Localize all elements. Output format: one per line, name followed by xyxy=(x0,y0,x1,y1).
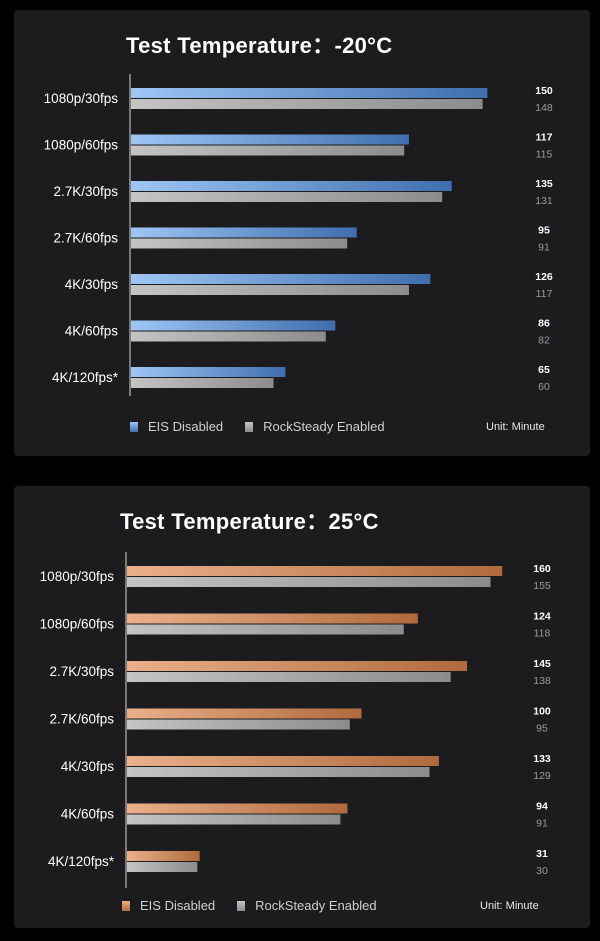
value-label-eis: 117 xyxy=(536,132,553,144)
bar-chart-plot: 1080p/30fps 160 155 1080p/60fps 124 118 2.7K/3… xyxy=(40,552,551,888)
legend-swatch-eis xyxy=(130,421,138,432)
value-label-rocksteady: 148 xyxy=(535,102,553,114)
category-label: 2.7K/60fps xyxy=(49,712,114,727)
bar-eis-disabled xyxy=(131,181,452,191)
legend-item-rocksteady: RockSteady Enabled xyxy=(245,419,385,434)
value-label-eis: 150 xyxy=(535,85,553,97)
value-label-eis: 124 xyxy=(533,611,551,623)
category-label: 4K/30fps xyxy=(61,759,115,774)
bar-rocksteady-enabled xyxy=(131,285,409,295)
bar-eis-disabled xyxy=(131,367,286,377)
bar-eis-disabled xyxy=(127,708,362,719)
bar-chart-plot: 1080p/30fps 150 148 1080p/60fps 117 115 2.7K/3… xyxy=(44,74,553,396)
bar-eis-disabled xyxy=(127,756,439,766)
value-label-rocksteady: 131 xyxy=(535,195,553,207)
value-label-rocksteady: 95 xyxy=(536,723,548,735)
unit-label: Unit: Minute xyxy=(480,900,539,912)
category-label: 4K/120fps* xyxy=(48,854,115,869)
value-label-rocksteady: 30 xyxy=(536,865,548,877)
value-label-eis: 95 xyxy=(538,225,550,237)
bar-rocksteady-enabled xyxy=(127,624,404,635)
bar-rocksteady-enabled xyxy=(131,99,483,109)
value-label-eis: 133 xyxy=(533,753,551,765)
bar-rocksteady-enabled xyxy=(131,331,326,342)
bar-rocksteady-enabled xyxy=(127,767,430,777)
bar-eis-disabled xyxy=(127,566,503,576)
value-label-rocksteady: 129 xyxy=(533,770,551,782)
value-label-eis: 100 xyxy=(533,706,551,718)
chart-title: Test Temperature：-20°C xyxy=(126,33,393,58)
bar-rocksteady-enabled xyxy=(131,378,274,388)
value-label-rocksteady: 91 xyxy=(536,818,548,830)
legend-item-rocksteady: RockSteady Enabled xyxy=(237,898,377,913)
unit-label: Unit: Minute xyxy=(486,421,545,433)
legend-label: EIS Disabled xyxy=(148,419,224,434)
bar-rocksteady-enabled xyxy=(131,145,405,156)
legend-label: RockSteady Enabled xyxy=(263,419,385,434)
bar-eis-disabled xyxy=(127,661,468,671)
category-label: 2.7K/30fps xyxy=(53,184,118,199)
bar-rocksteady-enabled xyxy=(127,814,341,825)
legend-item-eis: EIS Disabled xyxy=(122,898,215,913)
value-label-eis: 65 xyxy=(538,364,550,376)
category-label: 1080p/30fps xyxy=(40,569,115,584)
chart-panel-room: Test Temperature：25°C 1080p/30fps 160 155 1… xyxy=(14,486,590,928)
category-label: 2.7K/30fps xyxy=(49,664,114,679)
legend-label: EIS Disabled xyxy=(140,898,216,913)
category-label: 4K/30fps xyxy=(65,277,119,292)
legend-label: RockSteady Enabled xyxy=(255,898,377,913)
category-label: 1080p/30fps xyxy=(44,91,119,106)
category-label: 4K/60fps xyxy=(61,807,115,822)
value-label-rocksteady: 118 xyxy=(534,628,551,640)
bar-rocksteady-enabled xyxy=(127,672,451,682)
category-label: 2.7K/60fps xyxy=(53,231,118,246)
legend-swatch-rocksteady xyxy=(245,421,254,432)
value-label-eis: 126 xyxy=(535,271,553,283)
legend-swatch-rocksteady xyxy=(237,900,246,911)
bar-eis-disabled xyxy=(127,803,348,814)
value-label-eis: 145 xyxy=(533,658,551,670)
value-label-eis: 86 xyxy=(538,318,550,330)
chart-legend: EIS Disabled RockSteady Enabled xyxy=(130,419,407,434)
bar-rocksteady-enabled xyxy=(127,577,491,587)
value-label-rocksteady: 82 xyxy=(538,335,550,347)
value-label-rocksteady: 138 xyxy=(533,675,551,687)
category-label: 4K/120fps* xyxy=(52,370,119,385)
chart-panel-cold: Test Temperature：-20°C 1080p/30fps 150 148… xyxy=(14,10,590,456)
value-label-rocksteady: 91 xyxy=(538,242,550,254)
value-label-eis: 94 xyxy=(536,801,548,813)
category-label: 4K/60fps xyxy=(65,324,119,339)
value-label-rocksteady: 60 xyxy=(538,381,550,393)
bar-eis-disabled xyxy=(131,134,409,145)
chart-legend: EIS Disabled RockSteady Enabled xyxy=(122,898,399,913)
bar-eis-disabled xyxy=(131,274,431,284)
bar-rocksteady-enabled xyxy=(131,192,443,202)
value-label-rocksteady: 155 xyxy=(533,580,551,592)
value-label-eis: 31 xyxy=(536,848,548,860)
bar-eis-disabled xyxy=(131,227,357,238)
bar-eis-disabled xyxy=(127,613,418,624)
value-label-eis: 160 xyxy=(533,563,551,575)
legend-swatch-eis xyxy=(122,900,130,911)
bar-rocksteady-enabled xyxy=(131,238,348,249)
bar-eis-disabled xyxy=(127,851,200,861)
value-label-eis: 135 xyxy=(535,178,553,190)
category-label: 1080p/60fps xyxy=(44,138,119,153)
bar-eis-disabled xyxy=(131,320,336,331)
bar-rocksteady-enabled xyxy=(127,719,350,730)
value-label-rocksteady: 117 xyxy=(536,288,553,300)
legend-item-eis: EIS Disabled xyxy=(130,419,223,434)
bar-eis-disabled xyxy=(131,88,488,98)
chart-title: Test Temperature：25°C xyxy=(120,509,379,534)
value-label-rocksteady: 115 xyxy=(536,149,553,161)
category-label: 1080p/60fps xyxy=(40,617,115,632)
bar-rocksteady-enabled xyxy=(127,862,198,872)
